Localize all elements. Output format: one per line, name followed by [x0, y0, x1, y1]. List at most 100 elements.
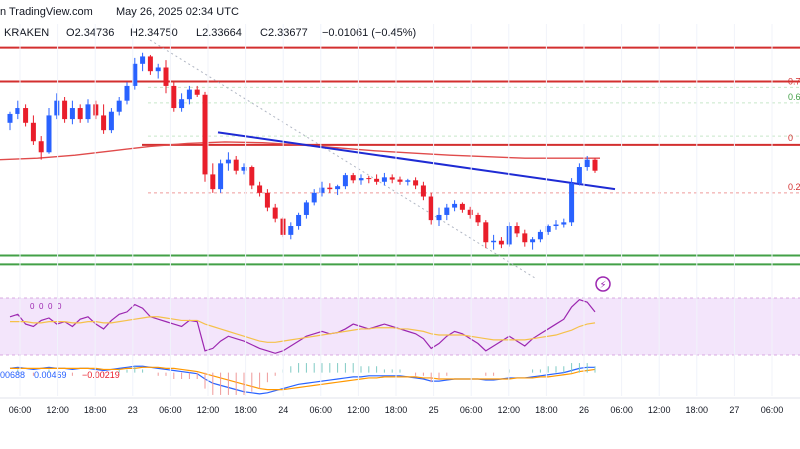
candle-body-5 — [46, 115, 52, 153]
candle-body-8 — [69, 108, 75, 120]
candle-body-34 — [272, 207, 278, 219]
candle-body-18 — [147, 56, 153, 72]
rsi-value-1: 0 — [39, 302, 44, 311]
rsi-value-0: 0 — [30, 302, 35, 311]
x-tick-0: 06:00 — [9, 405, 32, 415]
candle-body-75 — [592, 159, 598, 171]
x-tick-10: 18:00 — [385, 405, 408, 415]
macd-value-2: −0.00219 — [82, 370, 120, 380]
candle-body-69 — [545, 226, 551, 232]
event-marker-icon — [595, 276, 611, 292]
candle-body-37 — [296, 214, 302, 227]
candle-body-58 — [459, 203, 465, 210]
candle-body-44 — [350, 175, 356, 181]
x-tick-13: 12:00 — [498, 405, 521, 415]
candle-body-40 — [319, 187, 325, 193]
macd-value-1: 0.00469 — [34, 370, 67, 380]
candle-body-0 — [7, 113, 13, 123]
close-label: C — [260, 27, 268, 39]
candle-body-33 — [264, 192, 270, 208]
candle-body-4 — [38, 141, 44, 153]
candle-body-31 — [249, 167, 255, 186]
candle-body-9 — [77, 108, 83, 120]
candle-body-55 — [436, 214, 442, 221]
price-pane: 0.7 0.6 0 0.2 ⚡ — [0, 39, 800, 292]
change-value: −0.01061 (−0.45%) — [322, 27, 417, 39]
x-tick-15: 26 — [579, 405, 589, 415]
candle-body-45 — [358, 178, 364, 181]
candle-body-17 — [140, 56, 146, 64]
open-label: O — [66, 27, 75, 39]
candle-body-38 — [303, 202, 309, 215]
candle-body-47 — [374, 178, 380, 182]
x-tick-11: 25 — [429, 405, 439, 415]
x-tick-16: 06:00 — [610, 405, 633, 415]
candle-body-57 — [452, 203, 458, 208]
candle-body-32 — [257, 185, 263, 193]
candle-body-48 — [381, 177, 387, 182]
candle-body-20 — [163, 67, 169, 86]
candle-body-66 — [522, 233, 528, 243]
candle-body-27 — [218, 163, 224, 190]
candle-body-67 — [530, 239, 536, 243]
x-tick-5: 12:00 — [197, 405, 220, 415]
rsi-series-1 — [10, 316, 596, 343]
candle-body-30 — [241, 167, 247, 171]
high-label: H — [130, 27, 138, 39]
candle-body-59 — [467, 209, 473, 215]
candle-body-14 — [116, 100, 122, 112]
exchange-label: KRAKEN — [4, 27, 50, 39]
x-tick-18: 18:00 — [686, 405, 709, 415]
candle-body-22 — [179, 99, 185, 109]
candle-body-28 — [225, 159, 231, 164]
rsi-value-3: 0 — [57, 302, 62, 311]
fib-label-1: 0.6 — [788, 92, 800, 102]
time-axis: 06:00 12:00 18:00 23 06:00 12:00 18:00 24 06:00 1… — [0, 24, 800, 415]
candle-body-49 — [389, 177, 395, 180]
candle-body-51 — [405, 180, 411, 182]
candle-body-1 — [15, 108, 21, 114]
rsi-band — [0, 298, 800, 355]
candle-body-56 — [444, 207, 450, 215]
candle-body-3 — [30, 122, 36, 142]
candle-body-36 — [288, 226, 294, 235]
candle-body-12 — [101, 115, 107, 131]
candle-body-73 — [576, 167, 582, 184]
macd-value-0: 00688 — [0, 370, 25, 380]
x-tick-9: 12:00 — [347, 405, 370, 415]
candle-body-25 — [202, 94, 208, 175]
x-tick-14: 18:00 — [535, 405, 558, 415]
x-tick-8: 06:00 — [310, 405, 333, 415]
candle-body-71 — [561, 222, 567, 225]
rsi-series-0 — [9, 299, 596, 354]
candle-body-24 — [194, 89, 200, 95]
candle-body-70 — [553, 224, 559, 227]
timestamp-text: May 26, 2025 02:34 UTC — [116, 6, 239, 18]
lightning-glyph: ⚡ — [599, 280, 606, 291]
x-tick-1: 12:00 — [46, 405, 69, 415]
candle-body-23 — [186, 89, 192, 100]
diagonal-guide — [149, 39, 536, 279]
trendline — [217, 131, 616, 191]
low-value: 2.33664 — [202, 27, 242, 39]
candle-body-50 — [397, 179, 403, 182]
candle-body-61 — [483, 222, 489, 243]
candle-body-16 — [132, 63, 138, 86]
candle-body-2 — [23, 108, 29, 123]
candle-body-6 — [54, 100, 60, 116]
candle-body-52 — [413, 180, 419, 186]
macd-pane: 00688 0.00469 −0.00219 — [0, 363, 596, 395]
candle-body-65 — [514, 226, 520, 234]
rsi-value-2: 0 — [48, 302, 53, 311]
candle-body-11 — [93, 104, 99, 116]
candle-body-13 — [108, 111, 114, 131]
x-tick-6: 18:00 — [234, 405, 257, 415]
candle-body-43 — [342, 175, 348, 187]
candle-body-42 — [335, 186, 341, 190]
source-text: n TradingView.com — [0, 6, 93, 18]
candle-body-29 — [233, 159, 239, 171]
candle-body-21 — [171, 85, 177, 109]
ohlc-legend: KRAKEN O2.34736 H2.34750 L2.33664 C2.336… — [0, 24, 800, 42]
